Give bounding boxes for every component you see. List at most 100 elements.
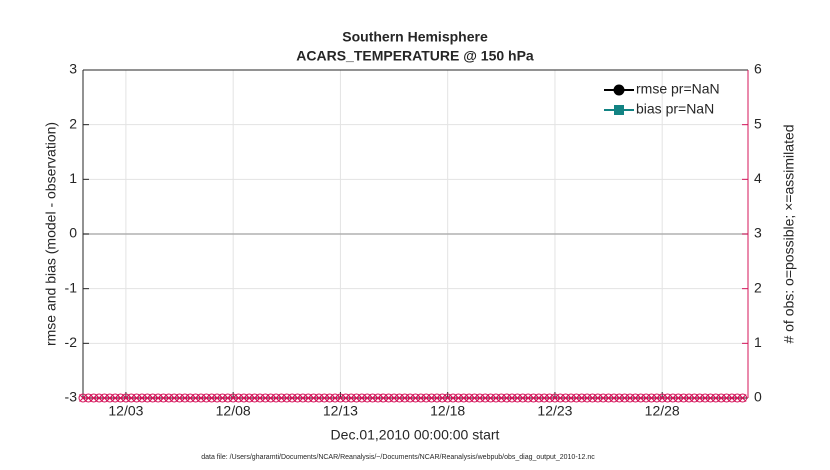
marker xyxy=(201,393,211,403)
marker xyxy=(293,393,303,403)
marker xyxy=(368,393,378,403)
marker xyxy=(126,393,136,403)
y2-tick-label: 3 xyxy=(754,225,762,241)
marker xyxy=(394,393,404,403)
marker xyxy=(362,393,372,403)
marker xyxy=(153,393,163,403)
legend-marker xyxy=(614,105,624,115)
marker xyxy=(722,393,732,403)
marker xyxy=(384,393,394,403)
marker xyxy=(175,393,185,403)
marker xyxy=(636,393,646,403)
x-tick-label: 12/08 xyxy=(216,403,251,419)
y2-tick-label: 2 xyxy=(754,279,762,295)
marker xyxy=(512,393,522,403)
marker xyxy=(582,393,592,403)
marker xyxy=(427,393,437,403)
marker xyxy=(121,393,131,403)
chart-subtitle: ACARS_TEMPERATURE @ 150 hPa xyxy=(296,48,534,64)
marker xyxy=(271,393,281,403)
y-tick-label: 1 xyxy=(69,170,77,186)
marker xyxy=(695,393,705,403)
marker xyxy=(325,393,335,403)
marker xyxy=(234,393,244,403)
marker xyxy=(496,393,506,403)
marker xyxy=(700,393,710,403)
marker xyxy=(738,394,747,402)
marker xyxy=(169,393,179,403)
x-tick-label: 12/23 xyxy=(537,403,572,419)
marker xyxy=(577,393,587,403)
legend-label: rmse pr=NaN xyxy=(636,81,720,97)
marker xyxy=(314,393,324,403)
marker xyxy=(716,393,726,403)
marker xyxy=(89,393,99,403)
y-tick-label: 2 xyxy=(69,115,77,131)
x-tick-label: 12/13 xyxy=(323,403,358,419)
marker xyxy=(539,393,549,403)
y2-tick-label: 5 xyxy=(754,115,762,131)
marker xyxy=(679,393,689,403)
y-tick-label: 3 xyxy=(69,61,77,77)
marker xyxy=(507,393,517,403)
marker xyxy=(319,393,329,403)
chart-title: Southern Hemisphere xyxy=(342,29,488,45)
marker xyxy=(378,393,388,403)
marker xyxy=(453,393,463,403)
marker xyxy=(335,393,345,403)
marker xyxy=(228,393,238,403)
marker xyxy=(411,393,420,403)
marker xyxy=(83,393,93,403)
marker xyxy=(502,393,512,403)
x-tick-label: 12/18 xyxy=(430,403,465,419)
marker xyxy=(545,393,555,403)
marker xyxy=(282,393,292,403)
legend-marker xyxy=(613,84,625,96)
marker xyxy=(491,393,501,403)
marker xyxy=(250,393,260,403)
marker xyxy=(448,393,458,403)
y2-tick-label: 0 xyxy=(754,389,762,405)
marker xyxy=(673,393,683,403)
marker xyxy=(604,393,614,403)
marker xyxy=(260,393,270,403)
y-axis-label: rmse and bias (model - observation) xyxy=(43,122,59,346)
marker xyxy=(705,393,715,403)
marker xyxy=(641,393,651,403)
marker xyxy=(217,393,227,403)
marker xyxy=(346,393,356,403)
marker xyxy=(276,393,286,403)
marker xyxy=(598,393,608,403)
marker xyxy=(689,393,699,403)
marker xyxy=(566,393,576,403)
marker xyxy=(352,393,362,403)
marker xyxy=(142,393,152,403)
marker xyxy=(196,393,206,403)
y-tick-label: 0 xyxy=(69,225,77,241)
marker xyxy=(298,393,308,403)
legend-label: bias pr=NaN xyxy=(636,101,714,117)
marker xyxy=(652,393,662,403)
marker xyxy=(437,393,447,403)
marker xyxy=(185,393,195,403)
marker xyxy=(630,393,640,403)
marker xyxy=(657,393,667,403)
marker xyxy=(330,393,340,403)
marker xyxy=(180,393,190,403)
y-tick-label: -2 xyxy=(65,334,78,350)
marker xyxy=(486,393,496,403)
y2-tick-label: 6 xyxy=(754,61,762,77)
marker xyxy=(550,393,560,403)
marker xyxy=(400,393,410,403)
marker xyxy=(357,393,367,403)
marker xyxy=(475,393,485,403)
y2-tick-label: 4 xyxy=(754,170,762,186)
y-tick-label: -3 xyxy=(65,389,78,405)
marker xyxy=(416,393,426,403)
marker xyxy=(663,393,673,403)
x-axis-label: Dec.01,2010 00:00:00 start xyxy=(331,427,500,443)
marker xyxy=(469,393,479,403)
marker xyxy=(266,393,276,403)
